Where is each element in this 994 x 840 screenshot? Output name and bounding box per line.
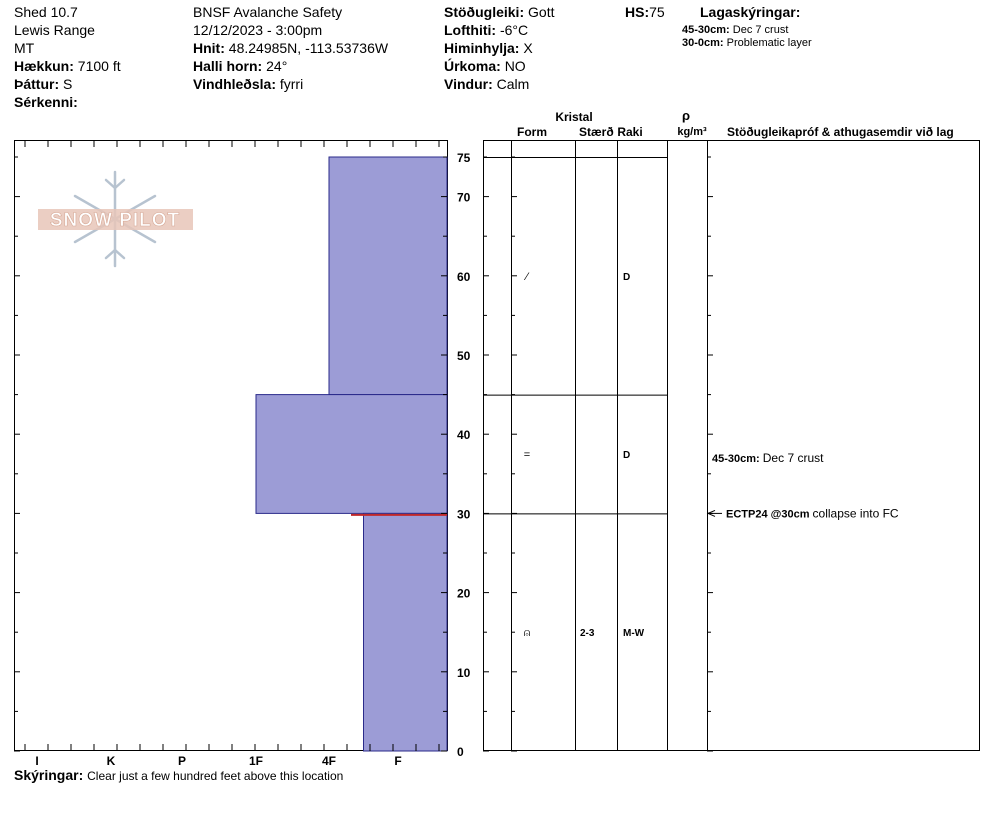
comments-footer: Skýringar: Clear just a few hundred feet… xyxy=(14,766,343,785)
observation-info: BNSF Avalanche Safety 12/12/2023 - 3:00p… xyxy=(193,3,388,93)
depth-label: 10 xyxy=(457,666,471,680)
hardness-label: I xyxy=(35,754,38,768)
moisture: M-W xyxy=(623,628,645,639)
table-frame xyxy=(483,140,980,751)
comments-text: Clear just a few hundred feet above this… xyxy=(87,769,344,783)
depth-label: 40 xyxy=(457,428,471,442)
snowpilot-logo: SNOW PILOT xyxy=(38,170,193,268)
snow-height: HS:75 xyxy=(625,4,665,20)
hardness-layers xyxy=(255,156,448,752)
precipitation: Úrkoma: NO xyxy=(444,58,526,74)
site-name: Shed 10.7 xyxy=(14,4,78,20)
hardness-layer-bar xyxy=(363,512,448,752)
stability-test: ECTP24 @30cm collapse into FC xyxy=(726,506,899,520)
grain-form-symbol: = xyxy=(524,449,530,461)
logo-text: SNOW PILOT xyxy=(50,210,180,231)
features: Sérkenni: xyxy=(14,94,78,110)
org-name: BNSF Avalanche Safety xyxy=(193,4,343,20)
depth-label: 70 xyxy=(457,191,471,205)
table-rows: ⁄ D = D 45-30cm: Dec 7 crust ⍝ 2-3 M-W ECTP24 @3… xyxy=(483,157,899,639)
grain-form-symbol: ⍝ xyxy=(524,627,531,639)
header-density-unit: kg/m³ xyxy=(677,126,707,138)
coordinates: Hnit: 48.24985N, -113.53736W xyxy=(193,40,389,56)
moisture: D xyxy=(623,272,630,283)
header-form: Form xyxy=(517,125,547,139)
depth-label: 0 xyxy=(457,745,464,759)
layer-table: Kristal Form Stærð Raki ρ kg/m³ Stöðugle… xyxy=(483,108,980,751)
elevation: Hækkun: 7100 ft xyxy=(14,58,121,74)
header-density-symbol: ρ xyxy=(682,108,690,123)
header-size: Stærð xyxy=(579,125,614,139)
site-state: MT xyxy=(14,40,35,56)
wind-loading: Vindhleðsla: fyrri xyxy=(193,76,304,92)
hardness-label: K xyxy=(107,754,116,768)
hardness-labels: I K P 1F 4F F xyxy=(35,754,401,768)
depth-label: 50 xyxy=(457,349,471,363)
site-info: Shed 10.7 Lewis Range MT Hækkun: 7100 ft… xyxy=(14,3,121,111)
header-crystal: Kristal xyxy=(555,110,592,124)
layer-comment: 45-30cm: Dec 7 crust xyxy=(712,451,824,465)
header-comments: Stöðugleikapróf & athugasemdir við lag xyxy=(727,125,954,139)
slope-angle: Halli horn: 24° xyxy=(193,58,288,74)
depth-labels: 0 10 20 30 40 50 60 70 75 xyxy=(457,151,471,759)
snow-profile-chart: 0 10 20 30 40 50 60 70 75 I K P 1F 4F F SNOW PILOT Kr… xyxy=(14,108,980,768)
aspect: Þáttur: S xyxy=(14,76,73,92)
stability: Stöðugleiki: Gott xyxy=(444,4,555,20)
hardness-label: 4F xyxy=(322,754,336,768)
hardness-layer-bar xyxy=(255,394,448,514)
hardness-label: F xyxy=(394,754,401,768)
grain-form-symbol: ⁄ xyxy=(523,271,530,283)
weather-info: Stöðugleiki: Gott Lofthiti: -6°C Himinhy… xyxy=(444,3,554,93)
wind: Vindur: Calm xyxy=(444,76,530,92)
legend-item: 45-30cm: Dec 7 crust xyxy=(682,24,789,36)
hardness-label: P xyxy=(178,754,186,768)
axis-ticks xyxy=(14,140,713,752)
depth-label: 75 xyxy=(457,151,471,165)
header-moisture: Raki xyxy=(617,125,642,139)
legend-item: 30-0cm: Problematic layer xyxy=(682,37,812,49)
legend-title: Lagaskýringar: xyxy=(700,4,801,20)
test-arrow-icon xyxy=(706,509,716,517)
sky-cover: Himinhylja: X xyxy=(444,40,533,56)
depth-label: 20 xyxy=(457,587,471,601)
obs-datetime: 12/12/2023 - 3:00pm xyxy=(193,22,323,38)
site-range: Lewis Range xyxy=(14,22,95,38)
hardness-label: 1F xyxy=(249,754,263,768)
moisture: D xyxy=(623,450,630,461)
depth-label: 60 xyxy=(457,270,471,284)
comments-label: Skýringar: xyxy=(14,767,84,783)
hardness-layer-bar xyxy=(328,156,448,396)
depth-label: 30 xyxy=(457,507,471,521)
air-temp: Lofthiti: -6°C xyxy=(444,22,529,38)
grain-size: 2-3 xyxy=(580,628,595,639)
